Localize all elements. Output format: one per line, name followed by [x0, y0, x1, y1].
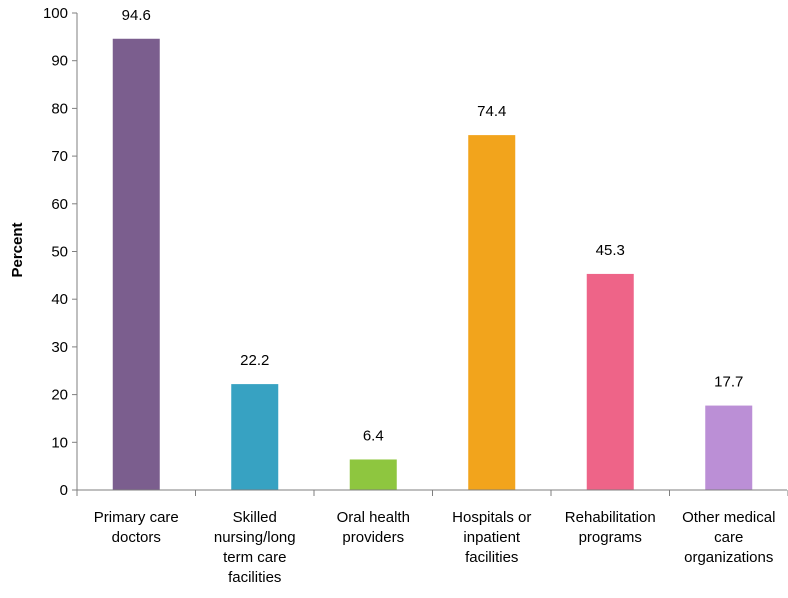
category-label: Skilled nursing/long term care facilities	[214, 509, 296, 586]
axes	[76, 13, 788, 496]
data-label: 22.2	[240, 352, 269, 369]
category-label-line: term care	[223, 549, 286, 566]
x-axis-labels: Primary care doctors Skilled nursing/long te…	[94, 509, 776, 586]
category-label-line: facilities	[465, 549, 518, 566]
bars	[112, 38, 753, 491]
category-label: Other medical care organizations	[682, 509, 775, 566]
y-tick-label: 60	[51, 196, 68, 213]
y-tick-label: 80	[51, 100, 68, 117]
y-tick-label: 90	[51, 53, 68, 70]
bar	[112, 38, 160, 491]
y-tick-label: 30	[51, 339, 68, 356]
category-label-line: organizations	[684, 549, 773, 566]
bar	[586, 273, 634, 490]
bar	[468, 135, 516, 490]
category-label-line: inpatient	[463, 529, 521, 546]
category-label-line: providers	[342, 529, 404, 546]
data-label: 45.3	[596, 242, 625, 259]
y-tick-label: 0	[60, 482, 68, 499]
category-label: Hospitals or inpatient facilities	[452, 509, 531, 566]
data-label: 74.4	[477, 103, 506, 120]
data-labels: 94.6 22.2 6.4 74.4 45.3 17.7	[122, 7, 744, 445]
y-tick-label: 70	[51, 148, 68, 165]
y-axis-ticks: 0 10 20 30 40 50 60 70 80 90 100	[43, 5, 77, 499]
category-label-line: Primary care	[94, 509, 179, 526]
category-label: Primary care doctors	[94, 509, 179, 546]
category-label-line: Rehabilitation	[565, 509, 656, 526]
category-label-line: Skilled	[233, 509, 277, 526]
data-label: 6.4	[363, 427, 384, 444]
y-tick-label: 100	[43, 5, 68, 22]
category-label-line: nursing/long	[214, 529, 296, 546]
y-tick-label: 40	[51, 291, 68, 308]
y-axis-title: Percent	[9, 222, 26, 277]
bar	[705, 405, 753, 490]
bar	[349, 459, 397, 490]
bar	[231, 384, 279, 490]
category-label-line: programs	[579, 529, 642, 546]
category-label: Oral health providers	[337, 509, 410, 546]
y-tick-label: 20	[51, 387, 68, 404]
category-label-line: Hospitals or	[452, 509, 531, 526]
data-label: 94.6	[122, 7, 151, 24]
data-label: 17.7	[714, 374, 743, 391]
y-tick-label: 50	[51, 244, 68, 261]
category-label-line: facilities	[228, 569, 281, 586]
category-label: Rehabilitation programs	[565, 509, 656, 546]
category-label-line: Other medical	[682, 509, 775, 526]
category-label-line: care	[714, 529, 743, 546]
y-tick-label: 10	[51, 434, 68, 451]
category-label-line: Oral health	[337, 509, 410, 526]
category-label-line: doctors	[112, 529, 161, 546]
